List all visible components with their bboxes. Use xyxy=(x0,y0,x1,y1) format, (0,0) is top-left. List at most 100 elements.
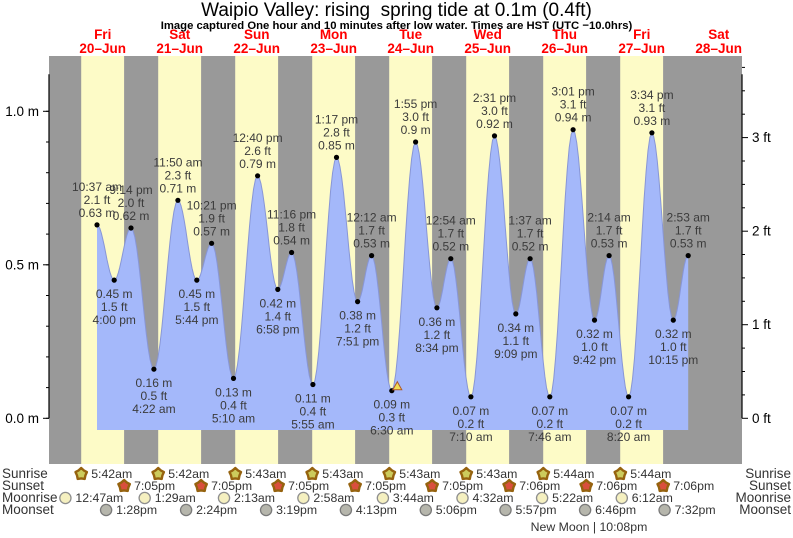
svg-text:22–Jun: 22–Jun xyxy=(233,41,280,56)
svg-text:0.16 m: 0.16 m xyxy=(136,376,173,390)
svg-text:0.07 m: 0.07 m xyxy=(531,404,568,418)
svg-text:3 ft: 3 ft xyxy=(752,130,771,145)
svg-text:6:58 pm: 6:58 pm xyxy=(256,322,299,336)
svg-text:2:14 am: 2:14 am xyxy=(587,211,630,225)
svg-text:1.4 ft: 1.4 ft xyxy=(264,309,291,323)
svg-text:0.32 m: 0.32 m xyxy=(655,327,692,341)
svg-text:7:32pm: 7:32pm xyxy=(675,503,716,517)
svg-text:3:34 pm: 3:34 pm xyxy=(630,88,673,102)
svg-text:7:51 pm: 7:51 pm xyxy=(336,335,379,349)
svg-text:0.11 m: 0.11 m xyxy=(295,392,331,406)
svg-text:0.9 m: 0.9 m xyxy=(401,123,431,137)
svg-text:12:12 am: 12:12 am xyxy=(347,211,397,225)
svg-text:10:21 pm: 10:21 pm xyxy=(187,198,237,212)
svg-text:21–Jun: 21–Jun xyxy=(156,41,203,56)
svg-text:0.07 m: 0.07 m xyxy=(610,404,647,418)
svg-text:2:58am: 2:58am xyxy=(313,491,354,505)
svg-text:1.1 ft: 1.1 ft xyxy=(502,334,529,348)
svg-text:3:19pm: 3:19pm xyxy=(276,503,317,517)
svg-text:7:10 am: 7:10 am xyxy=(449,430,492,444)
svg-text:0.92 m: 0.92 m xyxy=(476,117,513,131)
svg-text:25–Jun: 25–Jun xyxy=(464,41,511,56)
svg-text:5:57pm: 5:57pm xyxy=(516,503,557,517)
svg-text:1:29am: 1:29am xyxy=(155,491,196,505)
svg-text:Fri: Fri xyxy=(633,27,650,42)
svg-text:9:14 pm: 9:14 pm xyxy=(109,183,152,197)
svg-text:0.57 m: 0.57 m xyxy=(193,224,230,238)
svg-text:Wed: Wed xyxy=(474,27,502,42)
svg-text:27–Jun: 27–Jun xyxy=(618,41,665,56)
svg-text:New Moon | 10:08pm: New Moon | 10:08pm xyxy=(531,520,648,534)
svg-text:0.53 m: 0.53 m xyxy=(591,237,628,251)
svg-text:0.45 m: 0.45 m xyxy=(178,287,215,301)
svg-text:5:22am: 5:22am xyxy=(552,491,593,505)
svg-text:4:22 am: 4:22 am xyxy=(132,402,175,416)
svg-text:Sat: Sat xyxy=(708,27,730,42)
svg-text:7:06pm: 7:06pm xyxy=(673,479,714,493)
svg-text:28–Jun: 28–Jun xyxy=(695,41,742,56)
svg-text:0.93 m: 0.93 m xyxy=(634,114,671,128)
svg-text:2:31 pm: 2:31 pm xyxy=(473,91,516,105)
svg-text:3.1 ft: 3.1 ft xyxy=(639,101,666,115)
svg-text:10:15 pm: 10:15 pm xyxy=(648,353,698,367)
svg-text:0.2 ft: 0.2 ft xyxy=(458,417,485,431)
svg-text:23–Jun: 23–Jun xyxy=(310,41,357,56)
svg-text:1:17 pm: 1:17 pm xyxy=(315,112,358,126)
svg-text:1.7 ft: 1.7 ft xyxy=(675,224,702,238)
svg-text:1.7 ft: 1.7 ft xyxy=(437,227,464,241)
svg-text:1.5 ft: 1.5 ft xyxy=(183,300,210,314)
svg-text:4:00 pm: 4:00 pm xyxy=(93,313,136,327)
svg-text:Thu: Thu xyxy=(552,27,577,42)
svg-text:0.54 m: 0.54 m xyxy=(273,234,310,248)
svg-text:Fri: Fri xyxy=(94,27,111,42)
svg-text:4:13pm: 4:13pm xyxy=(356,503,397,517)
svg-text:3.0 ft: 3.0 ft xyxy=(402,110,429,124)
svg-text:1.8 ft: 1.8 ft xyxy=(278,221,305,235)
svg-text:Mon: Mon xyxy=(320,27,348,42)
svg-text:2:24pm: 2:24pm xyxy=(196,503,237,517)
svg-text:0.36 m: 0.36 m xyxy=(419,315,456,329)
svg-text:5:44 pm: 5:44 pm xyxy=(175,313,218,327)
svg-text:1:28pm: 1:28pm xyxy=(116,503,157,517)
svg-text:12:40 pm: 12:40 pm xyxy=(233,131,283,145)
svg-text:0.4 ft: 0.4 ft xyxy=(220,398,247,412)
svg-text:0.32 m: 0.32 m xyxy=(576,327,613,341)
svg-text:6:12am: 6:12am xyxy=(632,491,673,505)
svg-text:2.8 ft: 2.8 ft xyxy=(323,125,350,139)
svg-text:0.09 m: 0.09 m xyxy=(373,398,410,412)
svg-text:0.45 m: 0.45 m xyxy=(96,287,133,301)
svg-text:Moonset: Moonset xyxy=(739,502,791,517)
svg-text:1.0 ft: 1.0 ft xyxy=(581,340,608,354)
svg-text:0 ft: 0 ft xyxy=(752,411,771,426)
svg-text:2 ft: 2 ft xyxy=(752,224,771,239)
svg-text:1.7 ft: 1.7 ft xyxy=(596,224,623,238)
svg-text:1 ft: 1 ft xyxy=(752,317,771,332)
svg-text:0.38 m: 0.38 m xyxy=(339,309,376,323)
svg-text:26–Jun: 26–Jun xyxy=(541,41,588,56)
svg-text:0.2 ft: 0.2 ft xyxy=(615,417,642,431)
svg-text:24–Jun: 24–Jun xyxy=(387,41,434,56)
svg-text:1.7 ft: 1.7 ft xyxy=(358,224,385,238)
svg-text:8:20 am: 8:20 am xyxy=(607,430,650,444)
svg-text:3.1 ft: 3.1 ft xyxy=(560,98,587,112)
svg-text:0.53 m: 0.53 m xyxy=(670,237,707,251)
svg-text:1:37 am: 1:37 am xyxy=(508,214,551,228)
svg-text:11:16 pm: 11:16 pm xyxy=(267,208,316,222)
svg-text:20–Jun: 20–Jun xyxy=(79,41,126,56)
svg-text:2:13am: 2:13am xyxy=(234,491,275,505)
svg-text:0.62 m: 0.62 m xyxy=(113,209,150,223)
svg-text:9:42 pm: 9:42 pm xyxy=(573,353,616,367)
svg-text:0.34 m: 0.34 m xyxy=(497,321,534,335)
svg-text:9:09 pm: 9:09 pm xyxy=(494,347,537,361)
svg-text:1.0 m: 1.0 m xyxy=(5,104,39,119)
svg-text:1:55 pm: 1:55 pm xyxy=(394,97,437,111)
svg-text:0.63 m: 0.63 m xyxy=(79,206,116,220)
svg-text:0.42 m: 0.42 m xyxy=(259,296,296,310)
svg-text:0.5 m: 0.5 m xyxy=(5,257,39,272)
svg-text:0.13 m: 0.13 m xyxy=(215,385,252,399)
svg-text:2:53 am: 2:53 am xyxy=(667,211,710,225)
svg-text:2.1 ft: 2.1 ft xyxy=(84,193,111,207)
svg-text:0.2 ft: 0.2 ft xyxy=(536,417,563,431)
svg-text:8:34 pm: 8:34 pm xyxy=(415,341,458,355)
svg-text:11:50 am: 11:50 am xyxy=(153,155,202,169)
